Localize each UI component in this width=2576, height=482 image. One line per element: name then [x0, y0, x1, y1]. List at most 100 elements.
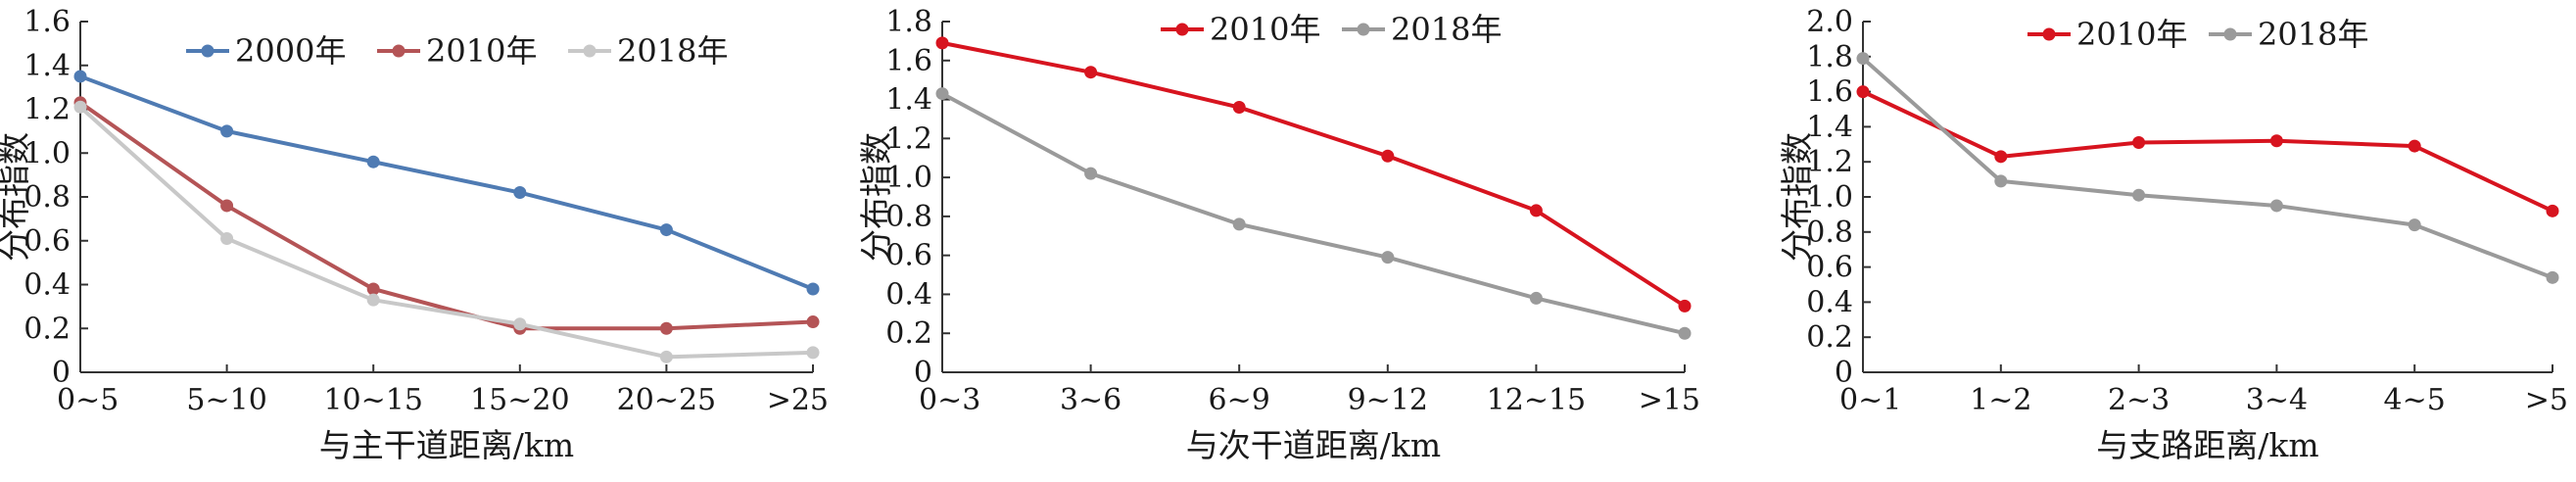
x-axis-title: 与主干道距离/km: [319, 426, 574, 464]
y-tick-label: 0: [52, 356, 71, 390]
x-tick-label: 12~15: [1487, 383, 1586, 417]
legend-swatch-marker: [2223, 27, 2237, 41]
data-point: [1232, 101, 1246, 115]
y-tick-label: 1.6: [1806, 75, 1853, 110]
data-point: [659, 350, 673, 363]
y-tick-label: 1.0: [24, 136, 71, 170]
x-tick-label: 0~5: [57, 383, 119, 417]
series-line: [941, 40, 1687, 309]
y-tick-label: 0.4: [24, 268, 71, 303]
data-point: [806, 282, 820, 296]
data-point: [366, 293, 380, 307]
y-tick-label: 1.4: [1806, 110, 1853, 144]
y-tick-label: 1.8: [1806, 40, 1853, 74]
series-line: [1861, 57, 2553, 280]
data-point: [2546, 204, 2559, 217]
y-tick-label: 1.0: [885, 161, 932, 195]
y-tick-label: 0.4: [1806, 285, 1853, 319]
series-line: [78, 105, 814, 360]
data-point: [659, 223, 673, 237]
data-point: [220, 232, 234, 246]
chart-panel-1: 0 0.2 0.4 0.6 0.8 1.0 1.2 1.4 1.6 0~5 5~10 10~15 15~…: [0, 5, 829, 464]
data-point: [2408, 218, 2421, 232]
y-tick-label: 0.8: [24, 180, 71, 215]
data-point: [1856, 52, 1870, 66]
data-point: [1856, 85, 1870, 99]
data-point: [1084, 66, 1098, 79]
chart-panel-3: 00.20.40.60.81.01.21.41.61.82.0 0~1 1~2 2~3…: [1778, 5, 2568, 464]
x-tick-label: 4~5: [2384, 383, 2446, 417]
series-line: [941, 91, 1686, 336]
data-point: [806, 346, 820, 360]
x-tick-label: 10~15: [323, 383, 422, 417]
x-axis-title: 与支路距离/km: [2096, 426, 2318, 464]
y-tick-label: 1.2: [24, 93, 71, 127]
y-tick-label: 1.6: [885, 44, 932, 78]
legend-label: 2018年: [1391, 11, 1502, 48]
legend-swatch-marker: [392, 44, 405, 58]
y-tick-label: 2.0: [1806, 5, 1853, 39]
legend-label: 2018年: [617, 32, 728, 70]
data-point: [1232, 217, 1246, 231]
legend-label: 2000年: [235, 32, 346, 70]
y-tick-label: 0.2: [1806, 320, 1853, 355]
y-axis-title: 分布指数: [0, 132, 33, 262]
data-point: [2132, 188, 2146, 202]
y-tick-label: 0.8: [885, 200, 932, 234]
legend-swatch-marker: [583, 44, 596, 58]
data-point: [1529, 291, 1543, 305]
data-point: [2132, 136, 2146, 150]
data-point: [513, 186, 527, 200]
legend-swatch-marker: [201, 44, 215, 58]
data-point: [2269, 134, 2283, 148]
data-point: [1529, 204, 1543, 217]
legend-label: 2010年: [2076, 16, 2187, 53]
data-point: [1678, 326, 1692, 340]
chart-panel-2: 0 0.2 0.4 0.6 0.8 1.0 1.21.4 1.6 1.8 0~3 3~6 6~9 9~1…: [857, 5, 1700, 464]
y-tick-label: 0.2: [885, 316, 932, 351]
y-tick-label: 0.2: [24, 312, 71, 346]
x-tick-label: 20~25: [617, 383, 716, 417]
data-point: [513, 317, 527, 331]
x-tick-label: 9~12: [1348, 383, 1428, 417]
data-point: [659, 321, 673, 335]
y-tick-label: 1.0: [1806, 180, 1853, 215]
data-point: [1381, 149, 1395, 163]
y-tick-label: 0.4: [885, 277, 932, 312]
data-point: [935, 87, 949, 101]
x-tick-label: 2~3: [2108, 383, 2170, 417]
x-tick-label: 3~4: [2246, 383, 2308, 417]
legend-label: 2018年: [2258, 16, 2368, 53]
x-tick-label: 15~20: [470, 383, 569, 417]
data-point: [806, 315, 820, 329]
data-point: [220, 199, 234, 213]
data-point: [73, 100, 87, 114]
x-tick-label: >25: [767, 383, 829, 417]
y-tick-label: 1.4: [885, 83, 932, 118]
legend-label: 2010年: [426, 32, 537, 70]
x-tick-label: 6~9: [1209, 383, 1270, 417]
x-tick-label: 3~6: [1060, 383, 1121, 417]
y-tick-label: 0: [1835, 356, 1853, 390]
data-point: [73, 70, 87, 83]
x-tick-label: 0~3: [919, 383, 980, 417]
y-tick-label: 1.4: [24, 49, 71, 83]
y-tick-label: 0.6: [24, 224, 71, 259]
legend-swatch-marker: [1175, 23, 1189, 36]
data-point: [366, 282, 380, 296]
data-point: [366, 155, 380, 169]
data-point: [1084, 167, 1098, 180]
legend-swatch-marker: [2042, 27, 2056, 41]
data-point: [2546, 270, 2559, 284]
legend-swatch-marker: [1357, 23, 1370, 36]
data-point: [935, 36, 949, 50]
y-tick-label: 0.6: [1806, 251, 1853, 285]
x-axis-title: 与次干道距离/km: [1186, 426, 1441, 464]
y-tick-label: 1.8: [885, 5, 932, 39]
x-tick-label: >15: [1639, 383, 1700, 417]
data-point: [1994, 150, 2008, 164]
data-point: [220, 124, 234, 138]
data-point: [1994, 174, 2008, 188]
x-tick-label: 0~1: [1839, 383, 1901, 417]
